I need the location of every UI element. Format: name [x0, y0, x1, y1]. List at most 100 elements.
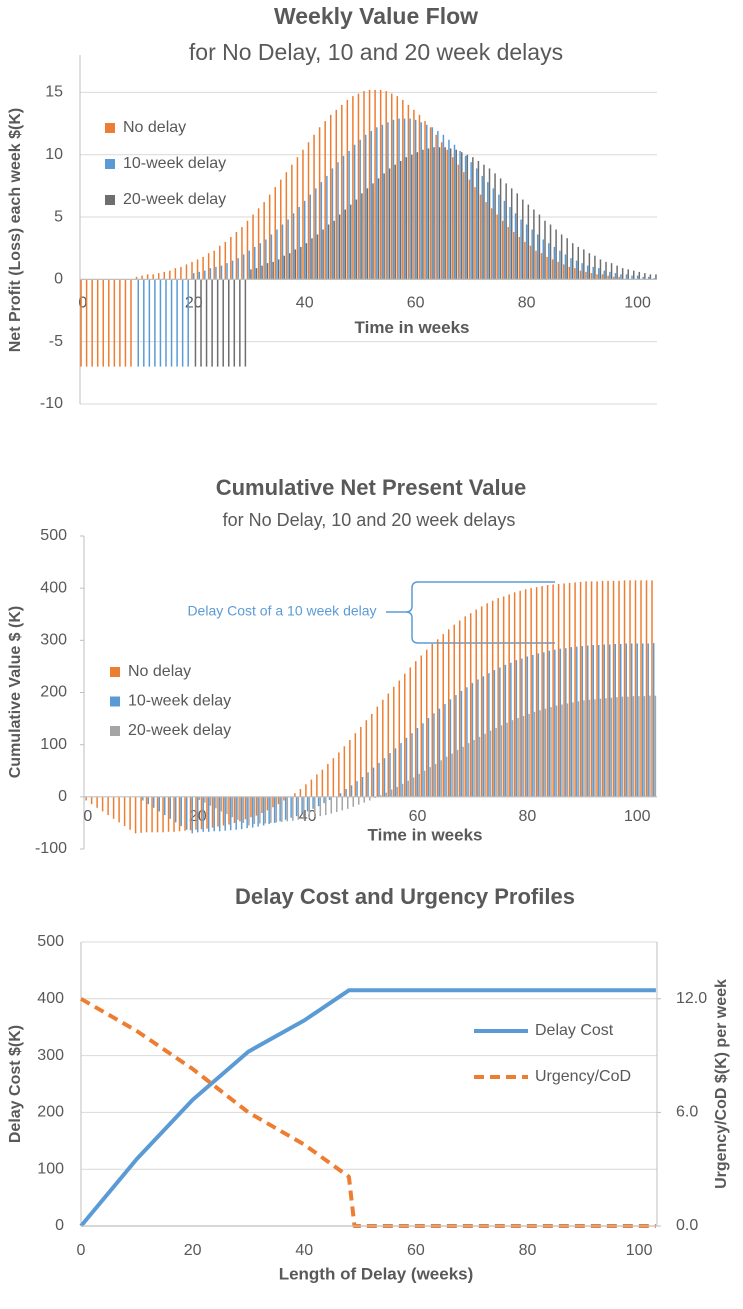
bar: [399, 160, 402, 280]
bar: [485, 202, 487, 280]
bar: [297, 796, 300, 820]
bar: [416, 727, 419, 797]
bar: [96, 279, 99, 367]
bar: [614, 273, 617, 280]
bar: [501, 220, 504, 280]
bar: [548, 243, 550, 280]
bar: [532, 654, 534, 797]
legend-swatch: [105, 123, 115, 133]
bar: [627, 269, 629, 280]
bar: [112, 796, 115, 819]
bar: [187, 279, 189, 367]
bar: [647, 643, 649, 797]
bar: [222, 279, 224, 367]
bar: [196, 796, 199, 833]
bar: [235, 796, 237, 830]
bar: [649, 695, 651, 797]
bar: [156, 796, 159, 833]
legend-label: No delay: [128, 663, 191, 680]
legend-label: 20-week delay: [123, 191, 226, 208]
bar: [480, 606, 483, 797]
chart-title: Weekly Value Flow: [274, 3, 478, 29]
bar: [654, 695, 657, 797]
y-tick-label: 200: [37, 1104, 64, 1121]
bar: [347, 796, 349, 809]
bar: [535, 587, 538, 797]
bar: [599, 698, 602, 797]
bar: [427, 148, 430, 280]
bar: [616, 265, 618, 280]
bar: [335, 109, 338, 280]
bar: [522, 715, 525, 797]
bar: [462, 746, 464, 797]
bar: [191, 796, 193, 834]
bar: [489, 730, 492, 797]
bar: [281, 224, 284, 280]
bar: [427, 718, 430, 797]
bar: [218, 796, 221, 832]
bar: [358, 796, 360, 805]
bar: [226, 796, 228, 815]
bar: [176, 279, 178, 367]
bar: [398, 118, 400, 280]
x-tick-label: 80: [518, 808, 536, 825]
bar: [237, 796, 239, 820]
bar: [470, 162, 472, 280]
bar: [350, 204, 352, 280]
bar: [483, 164, 485, 280]
bar: [466, 687, 468, 797]
bar: [263, 202, 265, 280]
bar: [478, 736, 481, 797]
bar: [311, 238, 313, 280]
bar: [641, 643, 644, 797]
bar: [272, 261, 274, 280]
y-tick-label: 300: [40, 632, 67, 649]
bar: [302, 149, 304, 280]
bar: [253, 796, 256, 824]
bar: [354, 733, 357, 797]
bar: [426, 649, 428, 797]
bar: [433, 147, 435, 280]
bar: [321, 769, 324, 797]
bar: [207, 796, 210, 832]
bar: [353, 144, 356, 280]
bar: [460, 690, 463, 797]
bar: [146, 274, 149, 280]
bar: [434, 763, 437, 797]
bar: [477, 160, 480, 280]
bar: [610, 697, 613, 797]
bar: [286, 796, 289, 822]
bar: [546, 256, 548, 280]
bar: [317, 796, 320, 807]
bar: [309, 194, 311, 280]
bar: [167, 796, 170, 832]
bar: [202, 796, 204, 832]
bar: [431, 127, 434, 280]
x-axis-title: Length of Delay (weeks): [279, 1264, 474, 1283]
bar: [550, 707, 552, 797]
bar: [228, 796, 230, 825]
bar: [438, 147, 441, 280]
bar: [387, 693, 390, 797]
bar: [294, 793, 296, 797]
chart-title: Cumulative Net Present Value: [216, 475, 527, 500]
bar: [539, 710, 541, 797]
bar: [198, 271, 201, 280]
bar: [459, 150, 461, 280]
bar: [627, 696, 629, 797]
bar: [300, 246, 302, 280]
bar: [318, 127, 321, 280]
bar: [504, 664, 507, 797]
bar: [555, 229, 557, 280]
bar: [610, 263, 613, 280]
bar: [455, 695, 457, 797]
y-axis-title: Delay Cost $(K): [7, 1025, 24, 1143]
bar: [239, 796, 241, 822]
bar: [607, 580, 609, 797]
bar: [158, 796, 161, 812]
bar: [424, 121, 426, 280]
bar: [108, 279, 110, 367]
bar: [371, 713, 373, 797]
x-tick-label: 60: [407, 295, 425, 312]
bar: [96, 796, 98, 808]
